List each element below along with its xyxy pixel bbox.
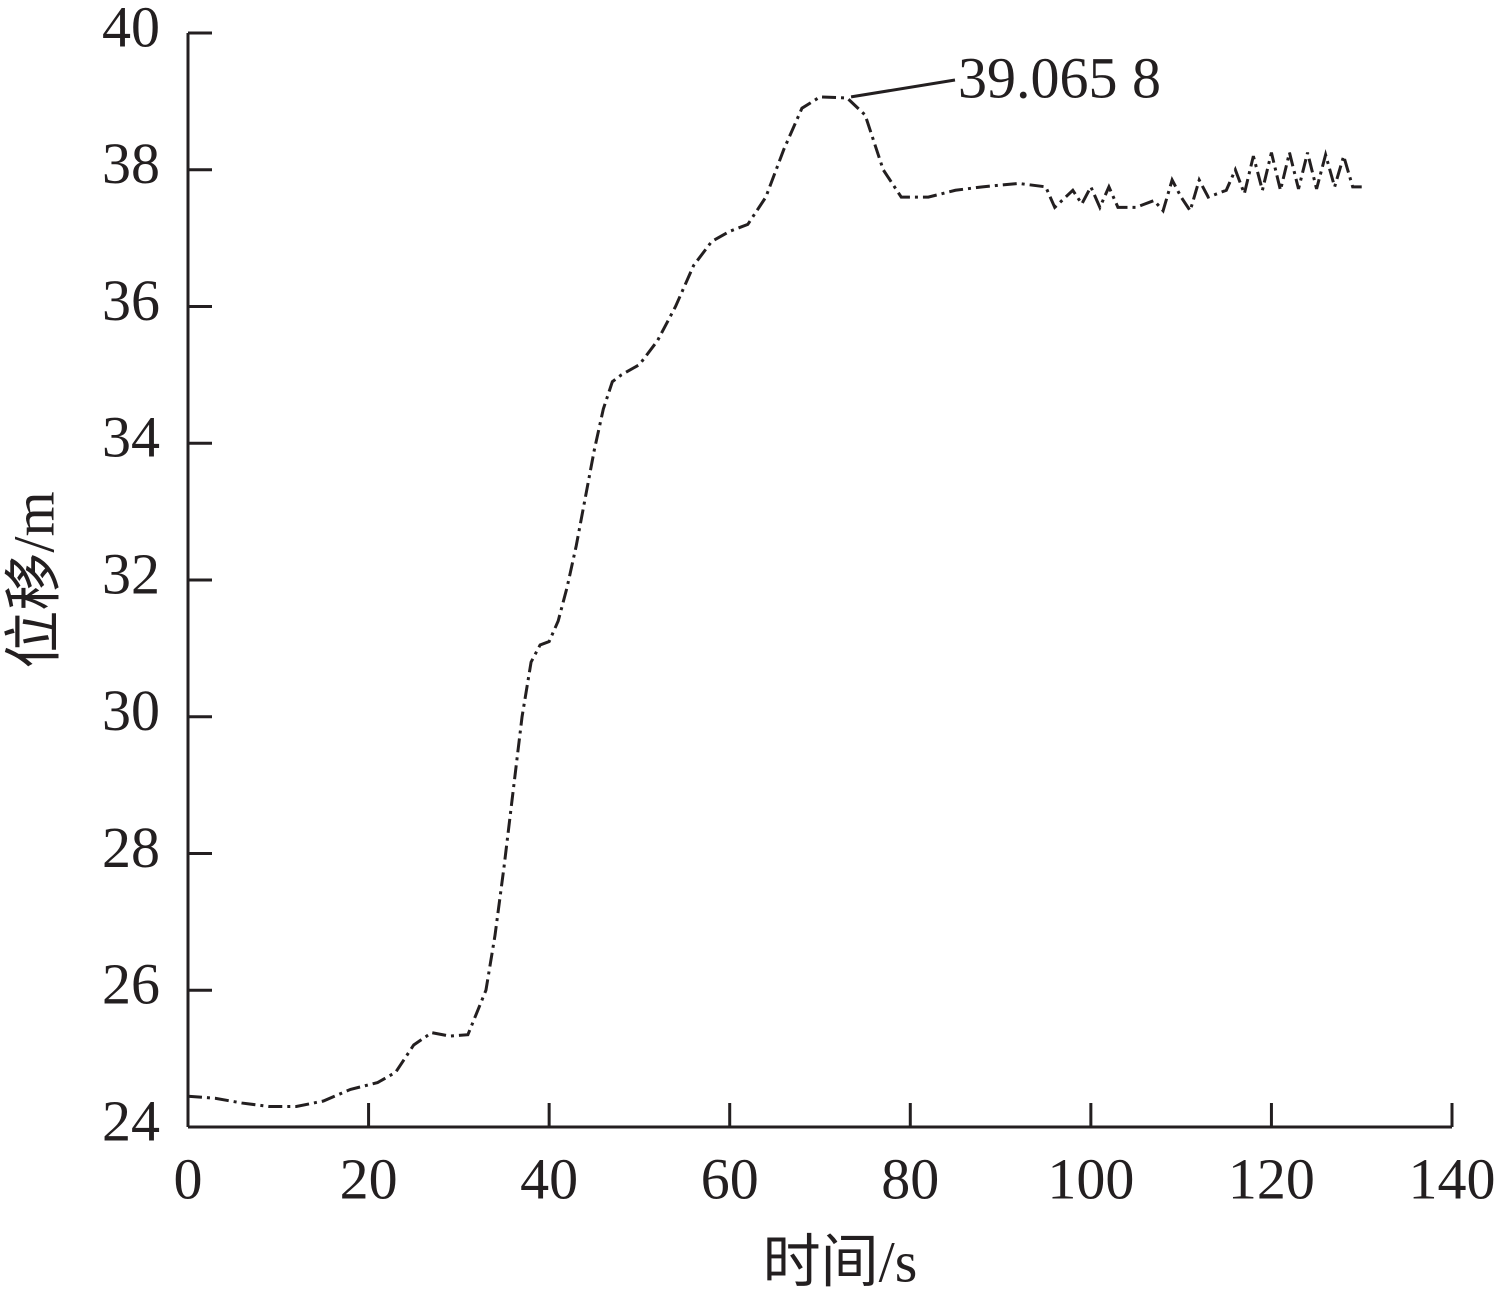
y-tick-label: 40 — [102, 0, 160, 59]
y-tick-label: 30 — [102, 678, 160, 743]
y-tick-label: 34 — [102, 405, 160, 470]
data-line — [187, 95, 1362, 1108]
x-tick-label: 120 — [1228, 1146, 1315, 1211]
annotation-leader — [850, 78, 956, 99]
x-tick-label: 80 — [881, 1146, 939, 1211]
x-axis-label: 时间/s — [763, 1229, 918, 1294]
y-tick-label: 32 — [102, 541, 160, 606]
x-tick-label: 20 — [340, 1146, 398, 1211]
y-tick-label: 28 — [102, 815, 160, 880]
y-tick-label: 26 — [102, 952, 160, 1017]
x-tick-label: 40 — [520, 1146, 578, 1211]
x-tick-label: 60 — [701, 1146, 759, 1211]
annotation-text: 39.065 8 — [958, 45, 1161, 110]
x-tick-label: 140 — [1409, 1146, 1496, 1211]
y-tick-label: 36 — [102, 268, 160, 333]
x-tick-label: 0 — [174, 1146, 203, 1211]
y-axis-label: 位移/m — [1, 491, 66, 668]
y-tick-label: 24 — [102, 1088, 160, 1153]
y-tick-label: 38 — [102, 131, 160, 196]
x-tick-label: 100 — [1047, 1146, 1134, 1211]
